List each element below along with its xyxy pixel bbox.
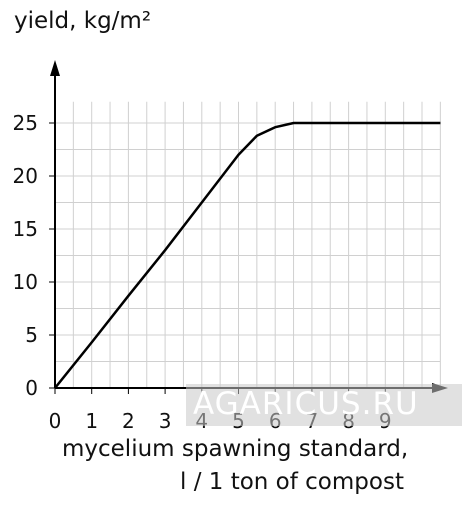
axes (49, 60, 448, 394)
grid (55, 101, 441, 388)
x-tick-label: 0 (49, 409, 62, 433)
y-tick-label: 0 (25, 376, 38, 400)
x-axis-label-line1: mycelium spawning standard, (62, 436, 409, 462)
y-axis-label: yield, kg/m² (14, 8, 152, 34)
y-tick-label: 15 (13, 217, 38, 241)
y-tick-label: 20 (13, 164, 38, 188)
series-group (54, 121, 441, 389)
y-tick-label: 10 (13, 270, 38, 294)
watermark: AGARICUS.RU (193, 386, 419, 422)
watermark-box (186, 384, 462, 426)
y-tick-label: 5 (25, 323, 38, 347)
y-axis-arrow (50, 60, 60, 76)
x-tick-label: 1 (85, 409, 98, 433)
y-tick-label: 25 (13, 111, 38, 135)
x-tick-label: 2 (122, 409, 135, 433)
x-axis-label-line2: l / 1 ton of compost (180, 469, 404, 495)
x-tick-label: 3 (159, 409, 172, 433)
